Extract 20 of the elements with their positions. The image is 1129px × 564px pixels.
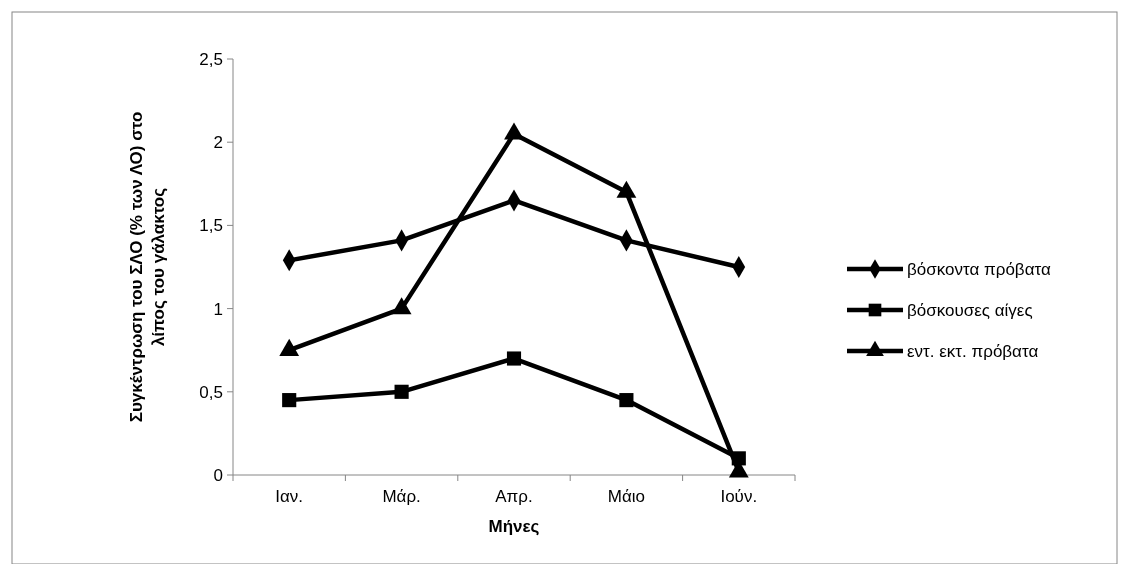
x-tick-label: Ιούν. — [720, 487, 758, 506]
y-tick-label: 2 — [213, 133, 223, 153]
y-axis-title: Συγκέντρωση του ΣΛΟ (% των ΛΟ) στο λίπος του γάλακτος — [127, 111, 168, 423]
point — [619, 393, 634, 408]
y-tick-label: 2,5 — [199, 49, 223, 69]
point — [394, 384, 409, 399]
legend-label: εντ. εκτ. πρόβατα — [907, 341, 1039, 361]
x-tick-label: Απρ. — [495, 487, 533, 506]
y-tick-label: 0,5 — [199, 382, 223, 402]
x-tick-label: Μάρ. — [382, 487, 421, 506]
point — [282, 393, 297, 408]
x-tick-label: Ιαν. — [275, 487, 304, 506]
y-tick-label: 1,5 — [199, 216, 223, 236]
y-tick-label: 0 — [213, 465, 223, 485]
legend-label: βόσκοντα πρόβατα — [907, 259, 1051, 279]
y-tick-label: 1 — [213, 299, 223, 319]
point — [506, 351, 522, 366]
legend-label: βόσκουσες αίγες — [907, 300, 1033, 320]
x-axis-title: Μήνες — [488, 517, 540, 536]
x-tick-label: Μάιο — [607, 487, 646, 506]
